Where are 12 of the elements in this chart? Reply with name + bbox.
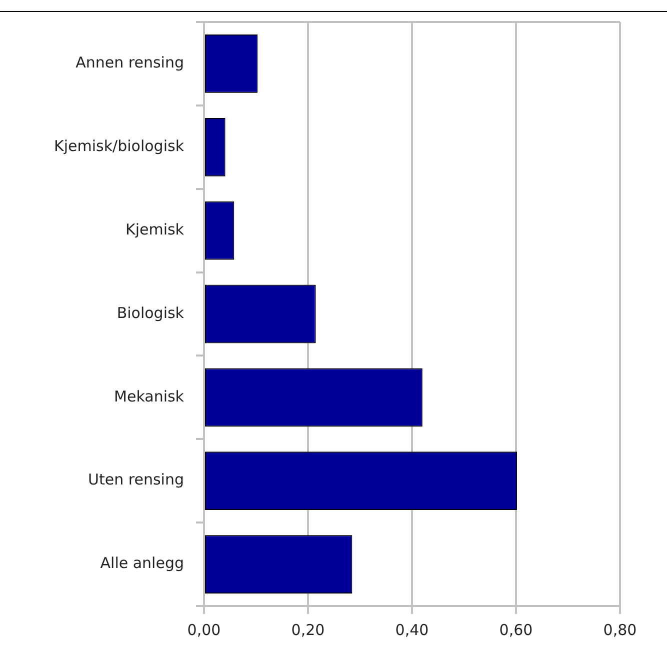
x-tick-label: 0,00 bbox=[187, 620, 221, 639]
y-tick-label: Uten rensing bbox=[88, 470, 184, 489]
y-tick-label: Kjemisk/biologisk bbox=[54, 137, 184, 156]
x-tick-label: 0,60 bbox=[499, 620, 533, 639]
y-tick-label: Biologisk bbox=[116, 304, 184, 322]
y-tick-label: Kjemisk bbox=[125, 220, 184, 238]
x-tick-label: 0,20 bbox=[291, 620, 325, 639]
x-tick-label: 0,80 bbox=[603, 620, 637, 639]
y-tick-label: Mekanisk bbox=[114, 387, 184, 406]
x-tick-label: 0,40 bbox=[395, 620, 429, 639]
y-tick-label: Annen rensing bbox=[76, 54, 184, 72]
y-tick-label: Alle anlegg bbox=[100, 554, 184, 572]
